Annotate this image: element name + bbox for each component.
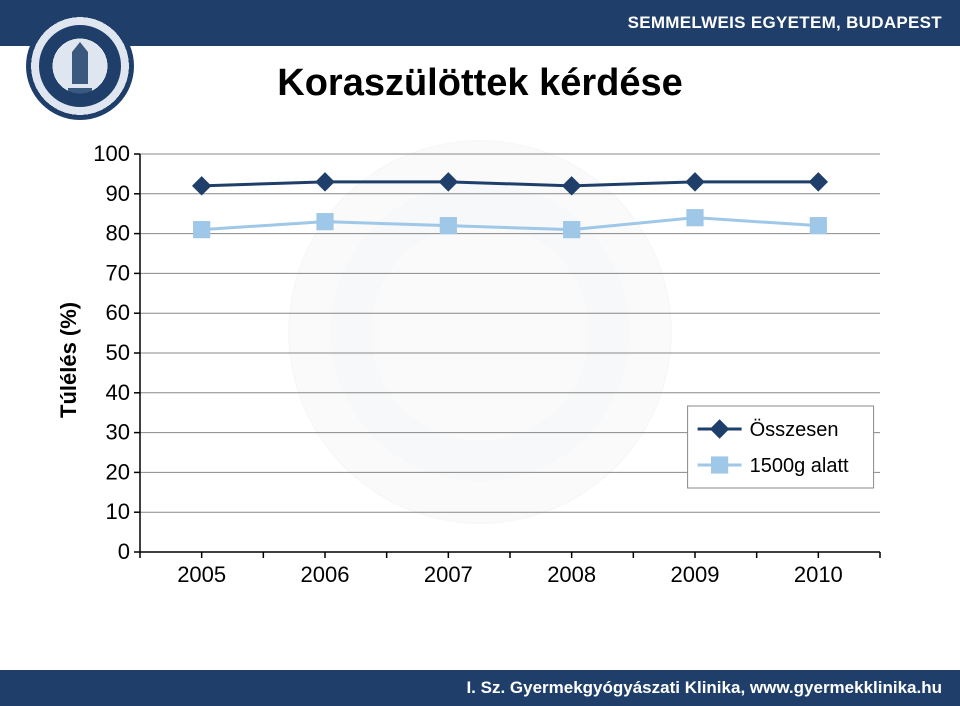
survival-chart: Túlélés (%) 0102030405060708090100200520…: [70, 148, 890, 596]
svg-text:2007: 2007: [424, 562, 473, 587]
svg-text:1500g alatt: 1500g alatt: [750, 455, 849, 477]
header-bar: SEMMELWEIS EGYETEM, BUDAPEST: [0, 0, 960, 46]
svg-text:Összesen: Összesen: [750, 419, 839, 441]
svg-text:80: 80: [106, 221, 130, 246]
svg-text:10: 10: [106, 499, 130, 524]
svg-text:90: 90: [106, 181, 130, 206]
svg-text:50: 50: [106, 340, 130, 365]
svg-text:100: 100: [93, 141, 130, 166]
svg-text:30: 30: [106, 420, 130, 445]
svg-text:2005: 2005: [177, 562, 226, 587]
svg-text:0: 0: [118, 539, 130, 564]
svg-text:2008: 2008: [547, 562, 596, 587]
svg-text:2006: 2006: [301, 562, 350, 587]
svg-text:20: 20: [106, 459, 130, 484]
footer-text: I. Sz. Gyermekgyógyászati Klinika, www.g…: [466, 678, 942, 698]
svg-text:2009: 2009: [671, 562, 720, 587]
svg-text:40: 40: [106, 380, 130, 405]
footer-bar: I. Sz. Gyermekgyógyászati Klinika, www.g…: [0, 670, 960, 706]
svg-text:60: 60: [106, 300, 130, 325]
header-text: SEMMELWEIS EGYETEM, BUDAPEST: [628, 13, 942, 33]
y-axis-label: Túlélés (%): [56, 302, 82, 418]
svg-text:2010: 2010: [794, 562, 843, 587]
slide-title: Koraszülöttek kérdése: [0, 62, 960, 105]
svg-text:70: 70: [106, 260, 130, 285]
